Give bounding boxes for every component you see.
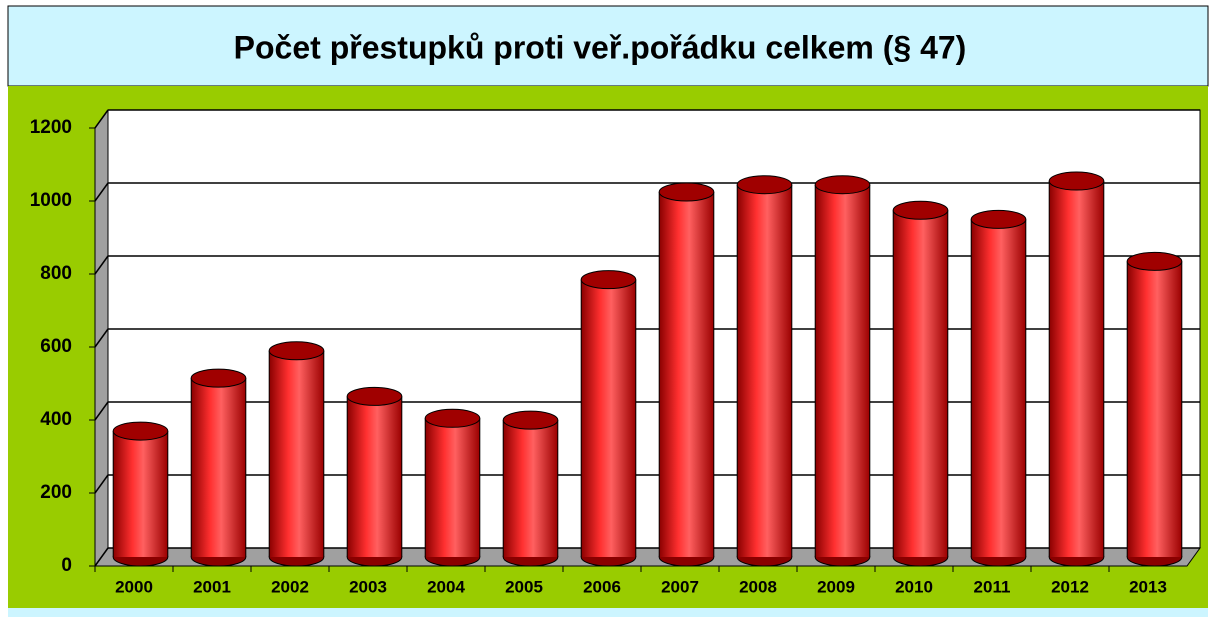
bar — [814, 175, 871, 567]
bar — [112, 421, 169, 567]
bar-top — [268, 341, 325, 361]
bar-body — [1049, 181, 1104, 558]
bar-top — [424, 408, 481, 428]
bar-body — [971, 219, 1026, 557]
bar-top — [112, 421, 169, 441]
grid-diagonal — [94, 182, 109, 202]
bar-body — [737, 184, 792, 557]
bottom-band — [8, 608, 1208, 617]
grid-diagonal — [94, 109, 109, 129]
bar-body — [1127, 261, 1182, 557]
y-tick-label: 400 — [40, 409, 72, 430]
x-tick-label: 2002 — [271, 577, 309, 596]
x-tick-label: 2006 — [583, 577, 621, 596]
bar-body — [581, 279, 636, 557]
grid-diagonal — [94, 255, 109, 275]
bar-body — [815, 184, 870, 557]
bar-body — [503, 420, 558, 557]
bar — [346, 386, 403, 567]
x-tick-label: 2007 — [661, 577, 699, 596]
title-band — [7, 5, 1209, 87]
x-tick-label: 2012 — [1051, 577, 1089, 596]
x-tick-label: 2008 — [739, 577, 777, 596]
bar-body — [269, 350, 324, 557]
bar — [190, 368, 247, 567]
bar-body — [659, 192, 714, 557]
bar-body — [347, 396, 402, 557]
y-tick-label: 800 — [40, 263, 72, 284]
x-tick-label: 2000 — [115, 577, 153, 596]
x-tick-label: 2004 — [427, 577, 465, 596]
bar — [1126, 251, 1183, 567]
bar — [1048, 171, 1105, 567]
bar-top — [658, 182, 715, 202]
y-tick-label: 600 — [40, 336, 72, 357]
bar-top — [970, 209, 1027, 229]
chart-title: Počet přestupků proti veř.pořádku celkem… — [234, 29, 967, 65]
bar-top — [1048, 171, 1105, 191]
bar-body — [425, 418, 480, 557]
y-tick-label: 1200 — [30, 117, 72, 138]
bar-top — [346, 386, 403, 406]
bar — [658, 182, 715, 567]
grid-diagonal — [94, 401, 109, 421]
y-tick-label: 0 — [61, 555, 72, 576]
bar-top — [736, 175, 793, 195]
x-tick-label: 2011 — [974, 577, 1011, 596]
bar-body — [893, 210, 948, 557]
bar-top — [580, 270, 637, 290]
bar-top — [814, 175, 871, 195]
x-tick-label: 2005 — [505, 577, 543, 596]
bar — [424, 408, 481, 567]
bar — [580, 270, 637, 567]
bar-body — [113, 431, 168, 557]
bar — [736, 175, 793, 567]
grid-diagonal — [94, 328, 109, 348]
y-tick-label: 200 — [40, 482, 72, 503]
bar — [268, 341, 325, 567]
grid-diagonal — [94, 547, 109, 567]
bar-body — [191, 378, 246, 557]
x-tick-label: 2001 — [193, 577, 231, 596]
bar — [892, 200, 949, 567]
x-tick-label: 2003 — [349, 577, 387, 596]
bar-top — [190, 368, 247, 388]
bar-top — [892, 200, 949, 220]
x-tick-label: 2010 — [895, 577, 933, 596]
floor — [94, 547, 1201, 567]
bar — [502, 410, 559, 567]
x-tick-label: 2009 — [817, 577, 855, 596]
bar — [970, 209, 1027, 567]
bar-top — [1126, 251, 1183, 271]
y-tick-label: 1000 — [30, 190, 72, 211]
grid-diagonal — [94, 474, 109, 494]
x-tick-label: 2013 — [1129, 577, 1167, 596]
bar-top — [502, 410, 559, 430]
